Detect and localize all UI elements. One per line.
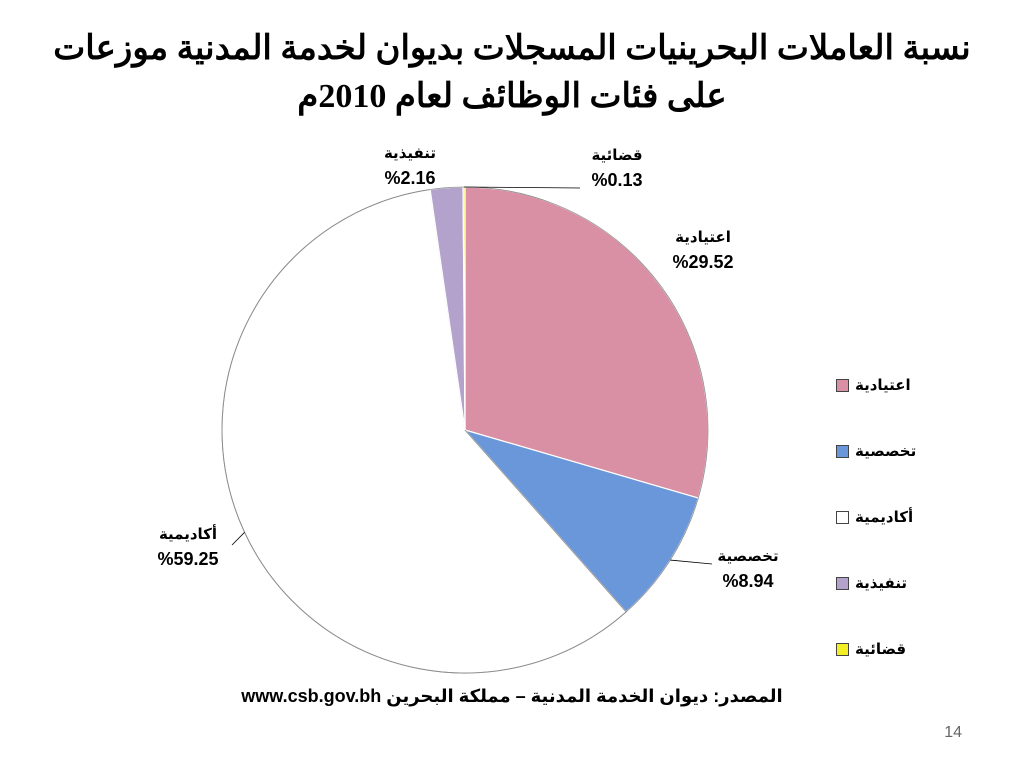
slice-label-takhassusiya-value: %8.94	[722, 571, 774, 591]
slice-label-akadimiya: أكاديمية %59.25	[157, 523, 218, 571]
legend-swatch-takhassusiya	[836, 444, 849, 458]
slide-title-line-1: نسبة العاملات البحرينيات المسجلات بديوان…	[53, 30, 971, 67]
page-number: 14	[944, 724, 962, 741]
slice-label-qadaiya: قضائية %0.13	[591, 144, 642, 192]
legend-swatch-akadimiya	[836, 510, 849, 524]
slice-label-takhassusiya-name: تخصصية	[717, 548, 779, 565]
slice-label-tanfidhiya-name: تنفيذية	[383, 145, 437, 162]
slice-label-takhassusiya: تخصصية %8.94	[717, 545, 778, 593]
slice-label-tanfidhiya-value: %2.16	[384, 168, 436, 188]
source-note: المصدر: ديوان الخدمة المدنية – مملكة الب…	[241, 686, 783, 706]
legend-swatch-itiyadiya	[836, 378, 849, 392]
legend-item-tanfidhiya: تنفيذية	[836, 550, 986, 616]
legend-label-takhassusiya: تخصصية	[855, 443, 917, 460]
slice-label-akadimiya-name: أكاديمية	[158, 526, 218, 543]
slice-label-tanfidhiya: تنفيذية %2.16	[384, 142, 436, 190]
leader-line-takhassusiya	[670, 559, 713, 565]
legend-label-qadaiya: قضائية	[855, 641, 907, 658]
legend-item-takhassusiya: تخصصية	[836, 418, 986, 484]
leader-line-qadaiya	[464, 186, 581, 189]
slice-label-itiyadiya: اعتيادية %29.52	[672, 226, 733, 274]
legend-label-akadimiya: أكاديمية	[855, 509, 914, 526]
slice-label-itiyadiya-name: اعتيادية	[675, 229, 731, 246]
slide-title-line-2: على فئات الوظائف لعام 2010م	[297, 78, 727, 115]
slice-label-itiyadiya-value: %29.52	[672, 252, 734, 272]
legend-item-qadaiya: قضائية	[836, 616, 986, 682]
slice-label-qadaiya-name: قضائية	[591, 147, 643, 164]
legend-item-akadimiya: أكاديمية	[836, 484, 986, 550]
legend-swatch-qadaiya	[836, 642, 849, 656]
leader-line-akadimiya	[231, 532, 245, 546]
slice-label-akadimiya-value: %59.25	[157, 549, 219, 569]
chart-legend: اعتيادية تخصصية أكاديمية تنفيذية قضائية	[836, 352, 986, 682]
slice-label-qadaiya-value: %0.13	[591, 170, 643, 190]
legend-item-itiyadiya: اعتيادية	[836, 352, 986, 418]
legend-label-itiyadiya: اعتيادية	[855, 377, 911, 394]
legend-label-tanfidhiya: تنفيذية	[855, 575, 908, 592]
legend-swatch-tanfidhiya	[836, 576, 849, 590]
